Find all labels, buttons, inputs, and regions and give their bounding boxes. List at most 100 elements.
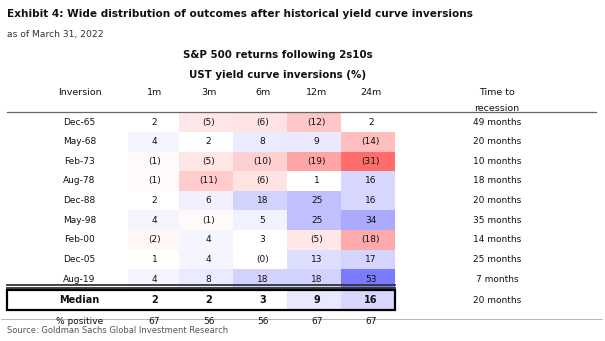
Text: 18: 18 bbox=[257, 275, 269, 284]
Text: 35 months: 35 months bbox=[473, 216, 521, 225]
Text: 25: 25 bbox=[311, 196, 322, 205]
Text: 13: 13 bbox=[311, 255, 322, 264]
Text: Median: Median bbox=[59, 295, 100, 305]
Text: recession: recession bbox=[474, 104, 519, 113]
Bar bbox=[232, 132, 287, 151]
Text: 1: 1 bbox=[314, 177, 319, 186]
Bar bbox=[178, 210, 232, 230]
Text: May-98: May-98 bbox=[63, 216, 96, 225]
Text: (1): (1) bbox=[202, 216, 215, 225]
Bar bbox=[178, 171, 232, 191]
Text: Dec-65: Dec-65 bbox=[64, 118, 96, 127]
Text: 24m: 24m bbox=[360, 88, 381, 97]
Text: 8: 8 bbox=[260, 137, 266, 146]
Bar bbox=[232, 269, 287, 289]
Text: 1: 1 bbox=[152, 255, 157, 264]
Text: 4: 4 bbox=[206, 235, 211, 244]
Bar bbox=[128, 132, 178, 151]
Text: 7 months: 7 months bbox=[476, 275, 518, 284]
Text: 67: 67 bbox=[311, 317, 322, 326]
Text: 67: 67 bbox=[149, 317, 160, 326]
Text: 20 months: 20 months bbox=[473, 296, 521, 305]
Bar bbox=[287, 210, 341, 230]
Text: (6): (6) bbox=[257, 118, 269, 127]
Bar bbox=[341, 290, 394, 310]
Text: Feb-73: Feb-73 bbox=[64, 157, 95, 166]
Text: Exhibit 4: Wide distribution of outcomes after historical yield curve inversions: Exhibit 4: Wide distribution of outcomes… bbox=[7, 9, 473, 19]
Text: 3: 3 bbox=[260, 295, 266, 305]
Text: (1): (1) bbox=[148, 157, 161, 166]
Text: (19): (19) bbox=[307, 157, 326, 166]
Text: 2: 2 bbox=[151, 295, 158, 305]
Text: 2: 2 bbox=[152, 118, 157, 127]
Text: (12): (12) bbox=[307, 118, 326, 127]
Bar bbox=[287, 269, 341, 289]
Text: (2): (2) bbox=[148, 235, 161, 244]
Bar bbox=[341, 191, 394, 210]
Text: (6): (6) bbox=[257, 177, 269, 186]
Bar bbox=[178, 230, 232, 250]
Bar bbox=[178, 269, 232, 289]
Text: 53: 53 bbox=[365, 275, 376, 284]
Bar bbox=[128, 210, 178, 230]
Text: (5): (5) bbox=[202, 157, 215, 166]
Bar bbox=[287, 191, 341, 210]
Text: 12m: 12m bbox=[306, 88, 327, 97]
Bar bbox=[287, 132, 341, 151]
Text: 1m: 1m bbox=[147, 88, 162, 97]
Bar bbox=[287, 290, 341, 310]
Text: 25 months: 25 months bbox=[473, 255, 521, 264]
Text: as of March 31, 2022: as of March 31, 2022 bbox=[7, 30, 104, 39]
Text: 25: 25 bbox=[311, 216, 322, 225]
Bar bbox=[341, 250, 394, 269]
Bar bbox=[128, 151, 178, 171]
Text: 5: 5 bbox=[260, 216, 266, 225]
Text: 17: 17 bbox=[365, 255, 376, 264]
Text: Time to: Time to bbox=[479, 88, 515, 97]
Bar bbox=[341, 269, 394, 289]
Bar bbox=[178, 151, 232, 171]
Text: 2: 2 bbox=[205, 295, 212, 305]
Text: 18: 18 bbox=[257, 196, 269, 205]
Text: (11): (11) bbox=[199, 177, 218, 186]
Bar bbox=[128, 171, 178, 191]
Bar bbox=[341, 151, 394, 171]
Text: 56: 56 bbox=[257, 317, 269, 326]
Bar bbox=[178, 112, 232, 132]
Bar bbox=[287, 250, 341, 269]
Text: % positive: % positive bbox=[56, 317, 103, 326]
Bar bbox=[178, 250, 232, 269]
Bar bbox=[232, 191, 287, 210]
Text: 20 months: 20 months bbox=[473, 196, 521, 205]
Text: 6: 6 bbox=[206, 196, 212, 205]
Text: 4: 4 bbox=[152, 275, 157, 284]
Text: 4: 4 bbox=[152, 216, 157, 225]
Text: 3m: 3m bbox=[201, 88, 216, 97]
Text: 9: 9 bbox=[313, 295, 320, 305]
Text: (0): (0) bbox=[257, 255, 269, 264]
Text: Aug-19: Aug-19 bbox=[64, 275, 96, 284]
Bar bbox=[287, 151, 341, 171]
Bar bbox=[287, 230, 341, 250]
Text: 2: 2 bbox=[152, 196, 157, 205]
Text: (5): (5) bbox=[310, 235, 323, 244]
Text: 56: 56 bbox=[203, 317, 214, 326]
Text: 2: 2 bbox=[206, 137, 211, 146]
Bar bbox=[341, 171, 394, 191]
Text: 20 months: 20 months bbox=[473, 137, 521, 146]
Text: Dec-05: Dec-05 bbox=[64, 255, 96, 264]
Bar bbox=[341, 210, 394, 230]
Bar bbox=[128, 230, 178, 250]
Text: 4: 4 bbox=[206, 255, 211, 264]
Text: 14 months: 14 months bbox=[473, 235, 521, 244]
Bar bbox=[341, 230, 394, 250]
Text: Source: Goldman Sachs Global Investment Research: Source: Goldman Sachs Global Investment … bbox=[7, 326, 229, 335]
Bar bbox=[232, 151, 287, 171]
Text: Feb-00: Feb-00 bbox=[64, 235, 95, 244]
Text: (1): (1) bbox=[148, 177, 161, 186]
Bar bbox=[287, 112, 341, 132]
Text: (18): (18) bbox=[361, 235, 380, 244]
Bar bbox=[341, 132, 394, 151]
Text: 18 months: 18 months bbox=[473, 177, 521, 186]
Text: May-68: May-68 bbox=[63, 137, 96, 146]
